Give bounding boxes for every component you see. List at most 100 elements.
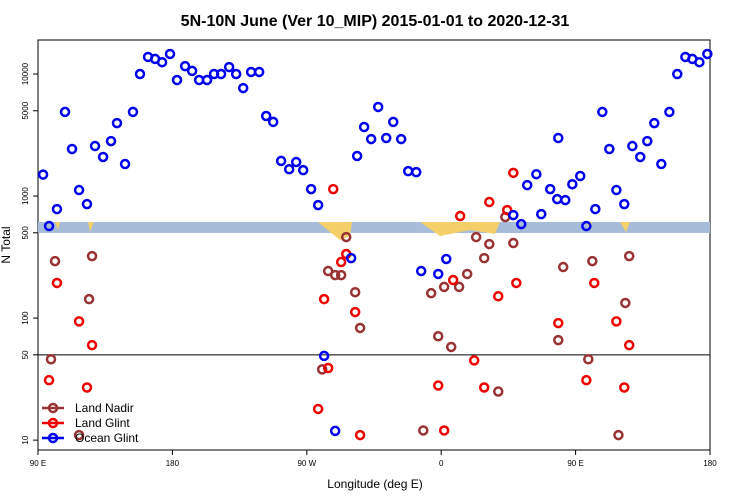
point bbox=[275, 155, 287, 167]
point bbox=[702, 48, 713, 60]
point bbox=[649, 117, 660, 129]
point bbox=[179, 60, 191, 72]
point bbox=[438, 281, 450, 293]
point bbox=[81, 382, 93, 393]
point bbox=[590, 203, 601, 215]
point bbox=[432, 330, 444, 342]
y-tick-label: 50 bbox=[21, 350, 30, 359]
point bbox=[515, 218, 527, 230]
point bbox=[432, 268, 444, 280]
point bbox=[672, 68, 683, 80]
point bbox=[642, 135, 653, 147]
point bbox=[635, 151, 646, 163]
point bbox=[119, 158, 131, 170]
point bbox=[329, 269, 341, 281]
point bbox=[201, 74, 213, 86]
x-tick-label: 180 bbox=[703, 459, 717, 468]
point bbox=[581, 220, 592, 232]
x-tick-label: 0 bbox=[439, 459, 444, 468]
point bbox=[395, 133, 407, 145]
point bbox=[354, 322, 366, 334]
point bbox=[445, 341, 457, 353]
x-tick-label: 90 E bbox=[30, 459, 46, 468]
point bbox=[560, 194, 571, 206]
point bbox=[127, 106, 139, 118]
point bbox=[553, 132, 564, 144]
point bbox=[283, 163, 295, 175]
point bbox=[454, 210, 466, 222]
y-tick-label: 1000 bbox=[21, 187, 30, 205]
point bbox=[536, 208, 547, 220]
y-tick-label: 10 bbox=[21, 435, 30, 444]
point bbox=[290, 156, 302, 168]
legend-marker bbox=[47, 402, 59, 414]
point bbox=[425, 287, 437, 299]
point bbox=[312, 403, 324, 415]
point bbox=[567, 178, 578, 190]
point bbox=[230, 68, 242, 80]
point bbox=[237, 82, 249, 94]
point bbox=[215, 68, 227, 80]
point bbox=[611, 316, 622, 327]
point bbox=[45, 353, 57, 365]
point bbox=[581, 374, 592, 386]
point bbox=[589, 277, 600, 289]
point bbox=[105, 135, 117, 147]
point bbox=[447, 274, 459, 286]
point bbox=[623, 250, 635, 262]
point bbox=[484, 238, 495, 250]
y-tick-label: 100 bbox=[21, 311, 30, 325]
point bbox=[349, 286, 361, 298]
point bbox=[186, 65, 198, 77]
point bbox=[587, 255, 598, 267]
point bbox=[415, 265, 427, 277]
point bbox=[49, 255, 61, 267]
y-tick-label: 500 bbox=[21, 226, 30, 240]
x-axis-label: Longitude (deg E) bbox=[327, 477, 422, 491]
point bbox=[51, 203, 63, 215]
point bbox=[305, 183, 317, 195]
point bbox=[111, 117, 123, 129]
point bbox=[604, 143, 615, 155]
point bbox=[83, 293, 95, 305]
point bbox=[335, 269, 347, 281]
point bbox=[253, 66, 265, 78]
point bbox=[623, 339, 635, 351]
point bbox=[134, 68, 146, 80]
point bbox=[354, 429, 366, 441]
point bbox=[453, 281, 465, 293]
legend-marker bbox=[47, 417, 59, 429]
point bbox=[316, 364, 328, 375]
point bbox=[432, 380, 444, 391]
plot-frame bbox=[37, 39, 711, 451]
point bbox=[619, 198, 630, 210]
point bbox=[340, 231, 352, 243]
point bbox=[553, 317, 564, 329]
point bbox=[508, 209, 519, 221]
legend-marker bbox=[47, 432, 59, 444]
point bbox=[619, 382, 630, 393]
point bbox=[297, 164, 309, 176]
point bbox=[694, 56, 705, 68]
legend-label: Land Glint bbox=[75, 416, 130, 430]
point bbox=[73, 316, 85, 327]
point bbox=[43, 374, 55, 386]
point bbox=[492, 290, 504, 302]
point bbox=[345, 252, 357, 264]
x-tick-label: 180 bbox=[166, 459, 180, 468]
point bbox=[223, 61, 235, 73]
point bbox=[418, 425, 429, 436]
point bbox=[611, 184, 622, 196]
y-tick-label: 5000 bbox=[21, 101, 30, 119]
point bbox=[620, 297, 631, 309]
point bbox=[365, 133, 377, 145]
point bbox=[73, 184, 85, 196]
point bbox=[574, 170, 586, 182]
point bbox=[484, 196, 495, 208]
point bbox=[86, 250, 98, 262]
point bbox=[318, 293, 330, 305]
point bbox=[73, 429, 85, 441]
point bbox=[97, 151, 109, 163]
point bbox=[312, 199, 324, 211]
